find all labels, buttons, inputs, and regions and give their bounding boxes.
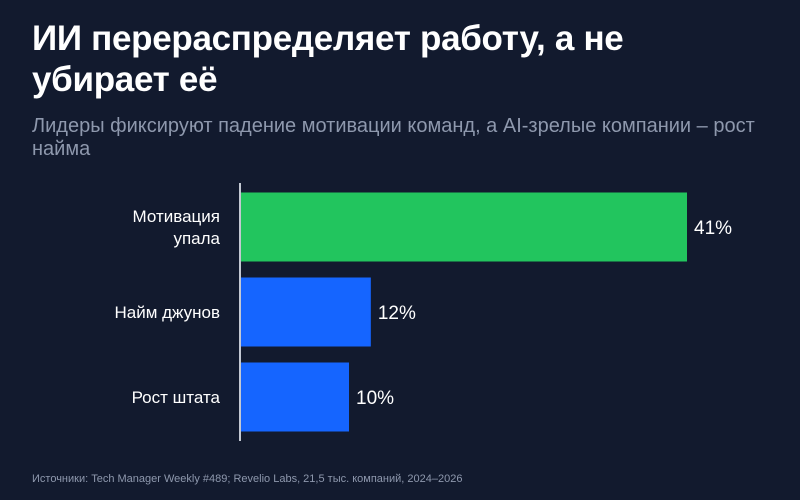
- chart-title: ИИ перераспределяет работу, а не убирает…: [32, 19, 624, 99]
- category-label-3: Рост штата: [132, 388, 221, 407]
- bar-1: [240, 192, 687, 262]
- category-label-2: Найм джунов: [115, 303, 221, 322]
- value-label-3: 10%: [356, 388, 394, 409]
- category-label-line: упала: [173, 229, 220, 248]
- bar-2: [240, 277, 371, 347]
- category-label-line: Найм джунов: [115, 303, 221, 322]
- category-label-line: Мотивация: [133, 207, 220, 226]
- value-label-1: 41%: [694, 218, 732, 239]
- chart-subtitle: Лидеры фиксируют падение мотивации коман…: [32, 115, 755, 160]
- value-label-2: 12%: [378, 303, 416, 324]
- category-label-line: Рост штата: [132, 388, 221, 407]
- source-note: Источники: Tech Manager Weekly #489; Rev…: [32, 473, 463, 485]
- category-label-1: Мотивация упала: [133, 207, 221, 248]
- bar-3: [240, 362, 350, 432]
